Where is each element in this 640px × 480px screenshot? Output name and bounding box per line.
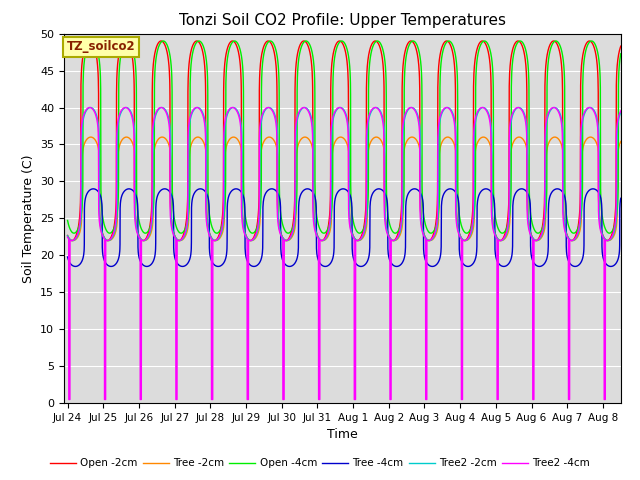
- Open -2cm: [569, 237, 577, 243]
- Tree2 -4cm: [617, 108, 625, 114]
- Open -2cm: [64, 233, 72, 239]
- Open -4cm: [64, 217, 72, 223]
- Open -4cm: [106, 230, 113, 236]
- Tree -4cm: [268, 186, 276, 192]
- Line: Tree -4cm: Tree -4cm: [68, 189, 621, 266]
- Line: Open -4cm: Open -4cm: [68, 41, 621, 233]
- Tree -4cm: [460, 262, 468, 268]
- Tree -4cm: [210, 262, 218, 267]
- Open -4cm: [230, 38, 238, 44]
- Open -2cm: [518, 43, 526, 48]
- Open -4cm: [617, 51, 625, 57]
- Line: Tree -2cm: Tree -2cm: [68, 137, 621, 240]
- Tree2 -4cm: [65, 396, 73, 402]
- Tree -4cm: [64, 254, 72, 260]
- Tree -2cm: [617, 139, 625, 144]
- Open -4cm: [534, 230, 542, 236]
- Tree2 -4cm: [460, 238, 468, 243]
- X-axis label: Time: Time: [327, 429, 358, 442]
- Tree -2cm: [211, 238, 218, 243]
- Tree2 -4cm: [106, 237, 113, 243]
- Tree -4cm: [106, 264, 113, 269]
- Line: Open -2cm: Open -2cm: [68, 41, 621, 240]
- Tree -4cm: [518, 186, 526, 192]
- Open -2cm: [389, 238, 397, 243]
- Open -4cm: [569, 230, 577, 236]
- Tree -2cm: [158, 134, 166, 140]
- Tree2 -2cm: [247, 238, 255, 243]
- Y-axis label: Soil Temperature (C): Soil Temperature (C): [22, 154, 35, 283]
- Open -2cm: [371, 38, 379, 44]
- Line: Tree2 -2cm: Tree2 -2cm: [68, 108, 621, 240]
- Text: TZ_soilco2: TZ_soilco2: [67, 40, 136, 53]
- Tree -2cm: [176, 238, 184, 243]
- Tree2 -4cm: [569, 238, 577, 243]
- Open -2cm: [460, 238, 468, 243]
- Open -2cm: [210, 238, 218, 243]
- Tree -2cm: [518, 135, 526, 141]
- Tree -4cm: [230, 186, 238, 192]
- Tree2 -2cm: [230, 105, 238, 110]
- Tree -4cm: [617, 195, 625, 201]
- Tree -2cm: [230, 134, 238, 140]
- Tree -2cm: [569, 238, 577, 243]
- Tree -2cm: [460, 238, 468, 243]
- Open -4cm: [518, 39, 525, 45]
- Tree -2cm: [106, 238, 113, 243]
- Tree2 -4cm: [371, 105, 379, 110]
- Tree2 -2cm: [518, 107, 526, 112]
- Tree2 -2cm: [617, 109, 625, 115]
- Open -2cm: [617, 43, 625, 49]
- Tree2 -2cm: [229, 105, 237, 110]
- Tree2 -4cm: [518, 108, 526, 113]
- Open -2cm: [106, 237, 113, 242]
- Tree2 -2cm: [460, 238, 468, 243]
- Open -4cm: [210, 228, 218, 234]
- Tree2 -4cm: [211, 238, 218, 243]
- Tree2 -4cm: [230, 105, 238, 111]
- Tree2 -4cm: [64, 234, 72, 240]
- Line: Tree2 -4cm: Tree2 -4cm: [68, 108, 621, 399]
- Tree -2cm: [64, 233, 72, 239]
- Tree -4cm: [250, 264, 258, 269]
- Title: Tonzi Soil CO2 Profile: Upper Temperatures: Tonzi Soil CO2 Profile: Upper Temperatur…: [179, 13, 506, 28]
- Tree2 -2cm: [569, 238, 577, 243]
- Open -4cm: [516, 38, 524, 44]
- Tree2 -2cm: [64, 233, 72, 239]
- Tree2 -2cm: [210, 238, 218, 243]
- Open -4cm: [460, 228, 468, 234]
- Open -2cm: [230, 39, 238, 45]
- Tree2 -2cm: [106, 238, 113, 243]
- Legend: Open -2cm, Tree -2cm, Open -4cm, Tree -4cm, Tree2 -2cm, Tree2 -4cm: Open -2cm, Tree -2cm, Open -4cm, Tree -4…: [46, 454, 594, 472]
- Tree -4cm: [569, 263, 577, 269]
